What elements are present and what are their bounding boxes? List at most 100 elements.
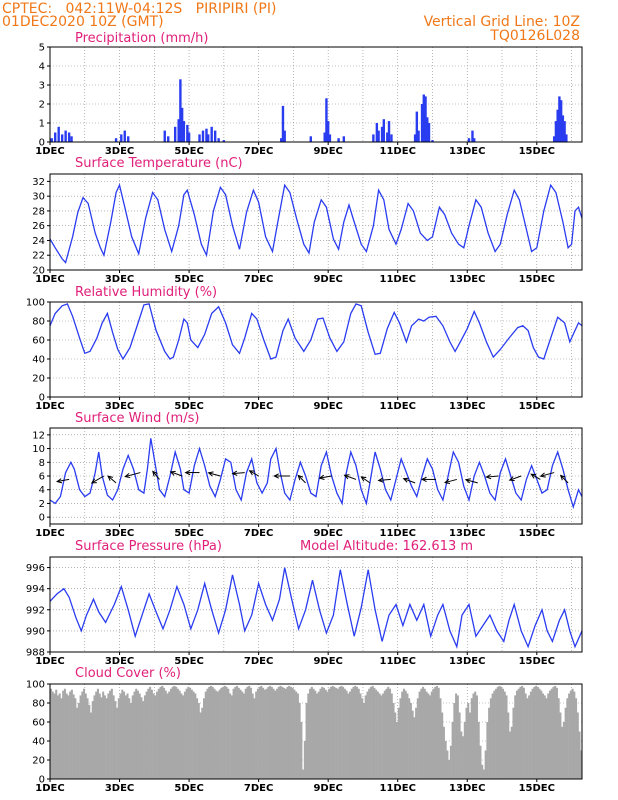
cloud-bar xyxy=(201,707,204,779)
cloud-bar xyxy=(335,687,338,779)
precip-bar xyxy=(387,121,391,142)
cloud-bar xyxy=(135,688,138,779)
precip-bar xyxy=(559,100,563,142)
cloud-bar xyxy=(192,691,195,779)
cloud-bar xyxy=(183,691,186,779)
x-tick-label: 5DEC xyxy=(174,274,203,285)
cloud-bar xyxy=(168,691,171,779)
cloud-bar xyxy=(312,688,315,779)
precip-bar xyxy=(426,117,429,142)
wind-vector xyxy=(152,471,160,480)
cloud-bar xyxy=(171,686,174,779)
cloud-bar xyxy=(282,687,286,779)
cloud-bar xyxy=(215,690,218,779)
cloud-bar xyxy=(166,693,169,779)
x-tick-label: 13DEC xyxy=(449,528,485,539)
precip-bar xyxy=(471,130,474,142)
cloud-bar xyxy=(324,689,327,779)
cloud-bar xyxy=(102,691,105,779)
cloud-bar xyxy=(88,704,91,779)
cloud-bar xyxy=(279,685,282,779)
precip-bar xyxy=(390,134,393,142)
cloud-bar xyxy=(93,695,96,779)
wind-vector-head xyxy=(124,472,131,479)
wind-vector xyxy=(249,470,259,477)
precip-bar xyxy=(382,119,386,142)
cloud-bar xyxy=(62,690,65,779)
y-tick-label: 1 xyxy=(39,119,45,130)
cloud-bar xyxy=(197,703,200,779)
cloud-bar xyxy=(199,712,202,779)
cloud-bar xyxy=(248,685,251,779)
cloud-bar xyxy=(404,690,407,779)
cloud-bar xyxy=(310,686,313,779)
precip-bar xyxy=(57,126,60,142)
y-tick-label: 100 xyxy=(26,298,45,309)
cloud-bar xyxy=(140,697,143,779)
cloud-bar xyxy=(291,687,294,779)
precip-bar xyxy=(64,130,67,142)
precip-bar xyxy=(167,136,170,142)
panel-title: Cloud Cover (%) xyxy=(75,666,181,681)
cloud-bar xyxy=(456,695,459,779)
y-tick-label: 26 xyxy=(32,221,45,232)
y-tick-label: 990 xyxy=(26,626,45,637)
header-datetime: 01DEC2020 10Z (GMT) xyxy=(2,14,164,30)
x-tick-label: 5DEC xyxy=(174,528,203,539)
cloud-bar xyxy=(568,693,571,779)
cloud-bar xyxy=(209,685,212,779)
cloud-bar xyxy=(575,698,578,779)
cloud-bar xyxy=(65,693,68,779)
x-tick-label: 1DEC xyxy=(35,528,64,539)
cloud-bar xyxy=(472,693,475,779)
cloud-bar xyxy=(136,690,139,779)
panel-title: Relative Humidity (%) xyxy=(75,285,217,300)
cloud-bar xyxy=(189,687,192,779)
cloud-bar xyxy=(190,689,193,779)
cloud-bar xyxy=(522,687,525,779)
precip-bar xyxy=(556,109,559,142)
wind-vector-head xyxy=(273,473,279,479)
cloud-bar xyxy=(241,691,244,779)
cloud-bar xyxy=(395,722,399,779)
wind-vector-head xyxy=(231,470,238,476)
cloud-bar xyxy=(74,698,77,779)
cloud-bar xyxy=(479,745,482,779)
cloud-bar xyxy=(321,686,324,779)
cloud-bar xyxy=(157,688,160,779)
cloud-bar xyxy=(545,698,548,779)
precip-bar xyxy=(415,111,419,142)
y-tick-label: 992 xyxy=(26,605,45,616)
cloud-bar xyxy=(474,691,477,779)
cloud-bar xyxy=(571,688,574,779)
cloud-bar xyxy=(512,707,515,779)
cloud-bar xyxy=(508,731,512,779)
wind-vector-head xyxy=(420,476,427,483)
precip-bar xyxy=(554,121,558,142)
cloud-bar xyxy=(107,693,110,779)
cloud-bar xyxy=(427,693,430,779)
series-line xyxy=(49,183,583,264)
cloud-bar xyxy=(277,686,280,779)
cloud-bar xyxy=(116,707,119,779)
precip-bar xyxy=(201,130,205,142)
wind-vector xyxy=(170,471,183,477)
cloud-bar xyxy=(175,686,178,779)
panel-frame xyxy=(49,46,583,143)
cloud-bar xyxy=(182,695,185,779)
cloud-bar xyxy=(477,722,480,779)
precip-bar xyxy=(417,130,420,142)
cloud-bar xyxy=(550,688,553,779)
cloud-bar xyxy=(96,688,99,779)
wind-vector xyxy=(297,475,306,484)
cloud-bar xyxy=(84,693,87,779)
cloud-bar xyxy=(373,687,376,779)
panel-frame xyxy=(49,556,583,653)
cloud-bar xyxy=(548,690,552,779)
precip-bar xyxy=(280,138,283,142)
cloud-bar xyxy=(114,701,117,779)
panel-annotation: Model Altitude: 162.613 m xyxy=(300,539,473,554)
cloud-bar xyxy=(503,691,506,779)
wind-vector xyxy=(232,472,245,475)
cloud-bar xyxy=(526,698,529,779)
